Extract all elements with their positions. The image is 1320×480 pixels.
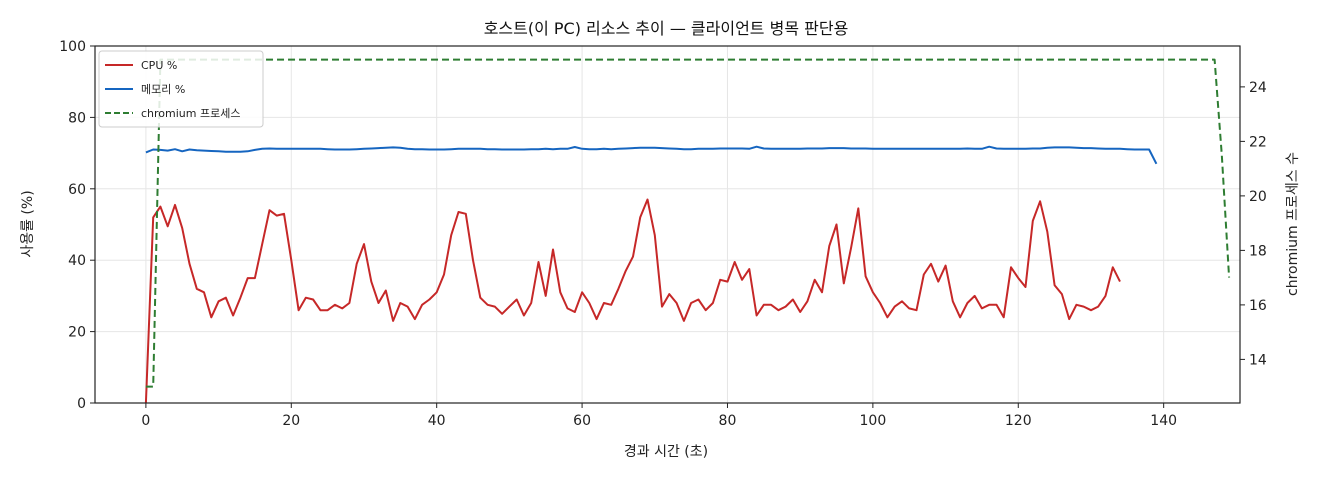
- y2-axis-label: chromium 프로세스 수: [1285, 152, 1301, 296]
- y-tick-label: 0: [77, 396, 86, 412]
- legend-label: 메모리 %: [141, 83, 185, 96]
- legend-box: [98, 50, 264, 128]
- y2-tick-label: 18: [1249, 243, 1267, 259]
- series-line-1: [144, 198, 1121, 404]
- y-tick-label: 40: [68, 253, 86, 269]
- y-axis-right: 14 16 18 20 22 24: [1240, 80, 1267, 368]
- chart-title: 호스트(이 PC) 리소스 추이 — 클라이언트 병목 판단용: [484, 19, 849, 38]
- legend: CPU % 메모리 % chromium 프로세스: [98, 50, 264, 128]
- y2-tick-label: 24: [1249, 80, 1267, 96]
- x-tick-label: 100: [860, 413, 887, 429]
- legend-label: CPU %: [141, 59, 177, 72]
- y-tick-label: 20: [68, 325, 86, 341]
- x-tick-label: 20: [282, 413, 300, 429]
- y-axis-left: 0 20 40 60 80 100: [59, 39, 95, 412]
- x-tick-label: 120: [1005, 413, 1032, 429]
- y-tick-label: 80: [68, 110, 86, 126]
- y2-tick-label: 16: [1249, 298, 1267, 314]
- x-tick-label: 140: [1150, 413, 1177, 429]
- x-axis-label: 경과 시간 (초): [624, 444, 708, 460]
- x-tick-label: 40: [428, 413, 446, 429]
- legend-label: chromium 프로세스: [141, 107, 240, 120]
- x-tick-label: 0: [141, 413, 150, 429]
- y-tick-label: 100: [59, 39, 86, 55]
- series-line-2: [145, 145, 1158, 165]
- y2-tick-label: 20: [1249, 189, 1267, 205]
- plot-frame: [94, 45, 1241, 404]
- series-line-3: [145, 58, 1231, 388]
- x-tick-label: 80: [719, 413, 737, 429]
- y-tick-label: 60: [68, 182, 86, 198]
- x-tick-label: 60: [573, 413, 591, 429]
- y-axis-label: 사용률 (%): [20, 190, 36, 257]
- y2-tick-label: 14: [1249, 352, 1267, 368]
- x-axis: 0 20 40 60 80 100 120 140: [141, 403, 1177, 429]
- y2-tick-label: 22: [1249, 134, 1267, 150]
- plot-area: [144, 58, 1231, 404]
